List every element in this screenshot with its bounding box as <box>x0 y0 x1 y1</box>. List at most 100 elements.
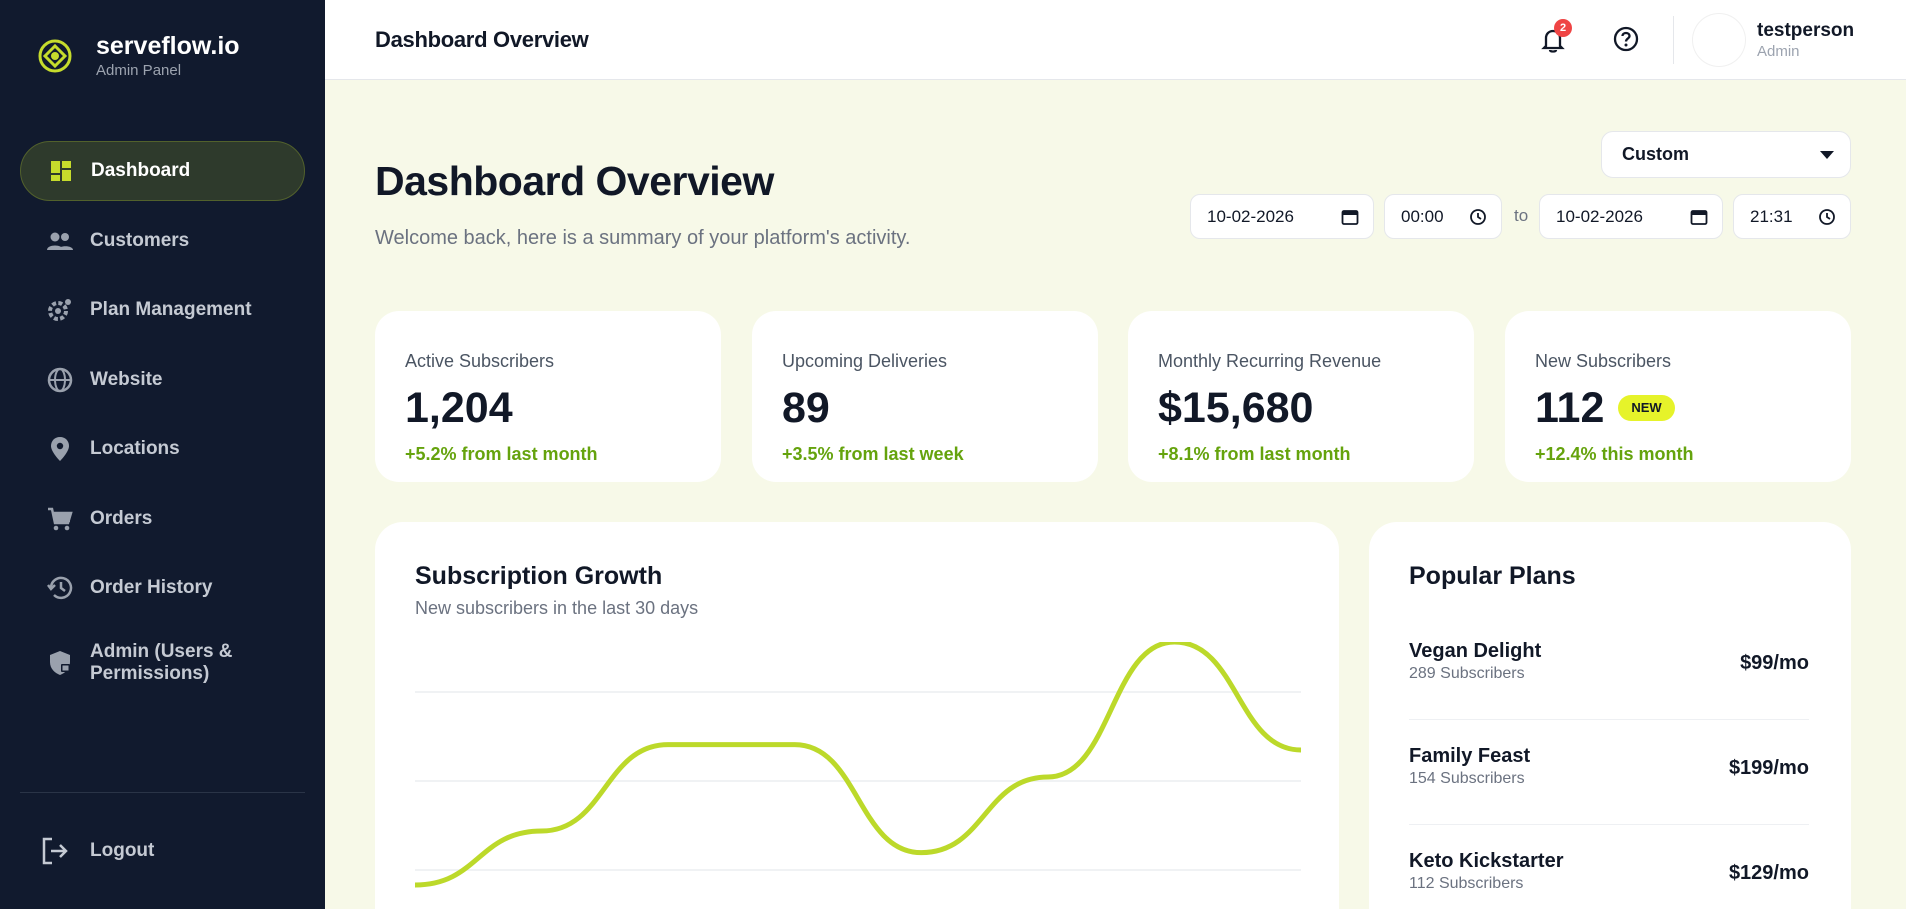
plan-row[interactable]: Keto Kickstarter 112 Subscribers $129/mo <box>1409 850 1809 909</box>
help-button[interactable] <box>1612 25 1640 53</box>
globe-icon <box>46 366 74 394</box>
dashboard-icon <box>47 157 75 185</box>
plan-row[interactable]: Family Feast 154 Subscribers $199/mo <box>1409 745 1809 825</box>
sidebar-nav: Dashboard Customers Plan Management Webs… <box>20 141 305 707</box>
logout-label: Logout <box>90 840 155 861</box>
plan-subscribers: 154 Subscribers <box>1409 770 1525 787</box>
stat-value-text: $15,680 <box>1158 384 1314 432</box>
plan-subscribers: 289 Subscribers <box>1409 665 1525 682</box>
stat-label: Active Subscribers <box>405 351 555 371</box>
sidebar-item-orders[interactable]: Orders <box>20 489 305 549</box>
user-role: Admin <box>1757 43 1800 60</box>
notification-badge: 2 <box>1554 19 1572 37</box>
sidebar-item-dashboard[interactable]: Dashboard <box>20 141 305 201</box>
sidebar-item-label: Website <box>90 368 163 390</box>
from-time-input[interactable]: 00:00 <box>1384 194 1502 239</box>
topbar: Dashboard Overview 2 testperson Admin <box>325 0 1906 80</box>
stat-value: 1,204 <box>405 386 691 430</box>
calendar-icon <box>1690 210 1708 225</box>
page-subtitle: Welcome back, here is a summary of your … <box>375 227 911 249</box>
chart-title: Subscription Growth <box>415 562 663 590</box>
brand[interactable]: serveflow.io Admin Panel <box>36 32 240 80</box>
help-icon <box>1613 26 1639 52</box>
plan-name: Vegan Delight <box>1409 640 1542 662</box>
stat-value: 89 <box>782 386 1068 430</box>
user-name[interactable]: testperson <box>1757 20 1855 41</box>
topbar-separator <box>1673 16 1674 64</box>
stat-change: +8.1% from last month <box>1158 444 1351 464</box>
sidebar-item-customers[interactable]: Customers <box>20 211 305 271</box>
cart-icon <box>46 505 74 533</box>
growth-line-chart <box>415 642 1301 888</box>
sidebar-item-label: Locations <box>90 438 180 459</box>
plan-subscribers: 112 Subscribers <box>1409 875 1524 892</box>
from-date-input[interactable]: 10-02-2026 <box>1190 194 1374 239</box>
bell-icon <box>1541 29 1565 53</box>
to-date-value: 10-02-2026 <box>1556 207 1643 226</box>
plans-title: Popular Plans <box>1409 562 1576 590</box>
sidebar-item-admin[interactable]: Admin (Users & Permissions) <box>20 628 305 698</box>
shield-lock-icon <box>46 649 74 677</box>
sidebar: serveflow.io Admin Panel Dashboard Custo… <box>0 0 325 909</box>
plan-name: Keto Kickstarter <box>1409 850 1564 872</box>
plan-price: $199/mo <box>1728 757 1809 779</box>
date-range-select[interactable]: Custom <box>1601 131 1851 178</box>
gear-settings-icon <box>46 296 74 324</box>
brand-subtitle: Admin Panel <box>96 62 182 79</box>
stat-card-upcoming-deliveries: Upcoming Deliveries 89 +3.5% from last w… <box>752 311 1098 482</box>
stat-label: Monthly Recurring Revenue <box>1158 351 1382 371</box>
plan-price: $99/mo <box>1740 652 1809 674</box>
sidebar-item-label: Order History <box>90 577 213 598</box>
sidebar-item-label: Customers <box>90 229 190 251</box>
stat-value-text: 89 <box>782 384 830 432</box>
logout-button[interactable]: Logout <box>40 836 154 866</box>
notifications-button[interactable]: 2 <box>1539 19 1572 54</box>
sidebar-item-label: Plan Management <box>90 299 252 320</box>
stat-value-text: 1,204 <box>405 384 513 432</box>
stat-label: Upcoming Deliveries <box>782 351 948 371</box>
to-time-input[interactable]: 21:31 <box>1733 194 1851 239</box>
from-date-value: 10-02-2026 <box>1207 207 1294 226</box>
date-range-value: Custom <box>1622 144 1689 164</box>
sidebar-item-locations[interactable]: Locations <box>20 419 305 479</box>
history-icon <box>46 574 74 602</box>
sidebar-item-plan-management[interactable]: Plan Management <box>20 280 305 340</box>
stat-card-mrr: Monthly Recurring Revenue $15,680 +8.1% … <box>1128 311 1474 482</box>
map-pin-icon <box>46 435 74 463</box>
page-title: Dashboard Overview <box>375 158 774 204</box>
sidebar-item-label: Dashboard <box>91 160 191 181</box>
popular-plans-card: Popular Plans Vegan Delight 289 Subscrib… <box>1369 522 1851 909</box>
stat-change: +5.2% from last month <box>405 444 598 464</box>
sidebar-item-label: Admin (Users & Permissions) <box>90 640 233 684</box>
stat-value: 112 NEW <box>1535 386 1821 430</box>
stat-card-active-subscribers: Active Subscribers 1,204 +5.2% from last… <box>375 311 721 482</box>
growth-series-line <box>415 642 1301 888</box>
topbar-title: Dashboard Overview <box>375 27 589 52</box>
new-badge: NEW <box>1618 395 1675 421</box>
plan-price: $129/mo <box>1728 862 1809 884</box>
avatar[interactable] <box>1693 14 1745 66</box>
brand-logo-icon <box>38 39 72 73</box>
plan-row[interactable]: Vegan Delight 289 Subscribers $99/mo <box>1409 640 1809 720</box>
clock-icon <box>1470 209 1486 225</box>
plan-name: Family Feast <box>1409 745 1531 767</box>
to-label: to <box>1514 206 1529 225</box>
to-time-value: 21:31 <box>1750 207 1793 226</box>
sidebar-item-label: Orders <box>90 507 153 529</box>
stat-change: +3.5% from last week <box>782 444 964 464</box>
logout-icon <box>42 837 68 865</box>
caret-down-icon <box>1820 151 1834 159</box>
stat-value: $15,680 <box>1158 386 1444 430</box>
stat-change: +12.4% this month <box>1535 444 1694 464</box>
sidebar-item-order-history[interactable]: Order History <box>20 558 305 618</box>
stat-value-text: 112 <box>1535 384 1605 432</box>
clock-icon <box>1819 209 1835 225</box>
stat-label: New Subscribers <box>1535 351 1672 371</box>
brand-name: serveflow.io <box>96 32 240 60</box>
sidebar-item-website[interactable]: Website <box>20 350 305 410</box>
stat-card-new-subscribers: New Subscribers 112 NEW +12.4% this mont… <box>1505 311 1851 482</box>
sidebar-divider <box>20 792 305 793</box>
people-icon <box>46 227 74 255</box>
calendar-icon <box>1341 210 1359 225</box>
to-date-input[interactable]: 10-02-2026 <box>1539 194 1723 239</box>
